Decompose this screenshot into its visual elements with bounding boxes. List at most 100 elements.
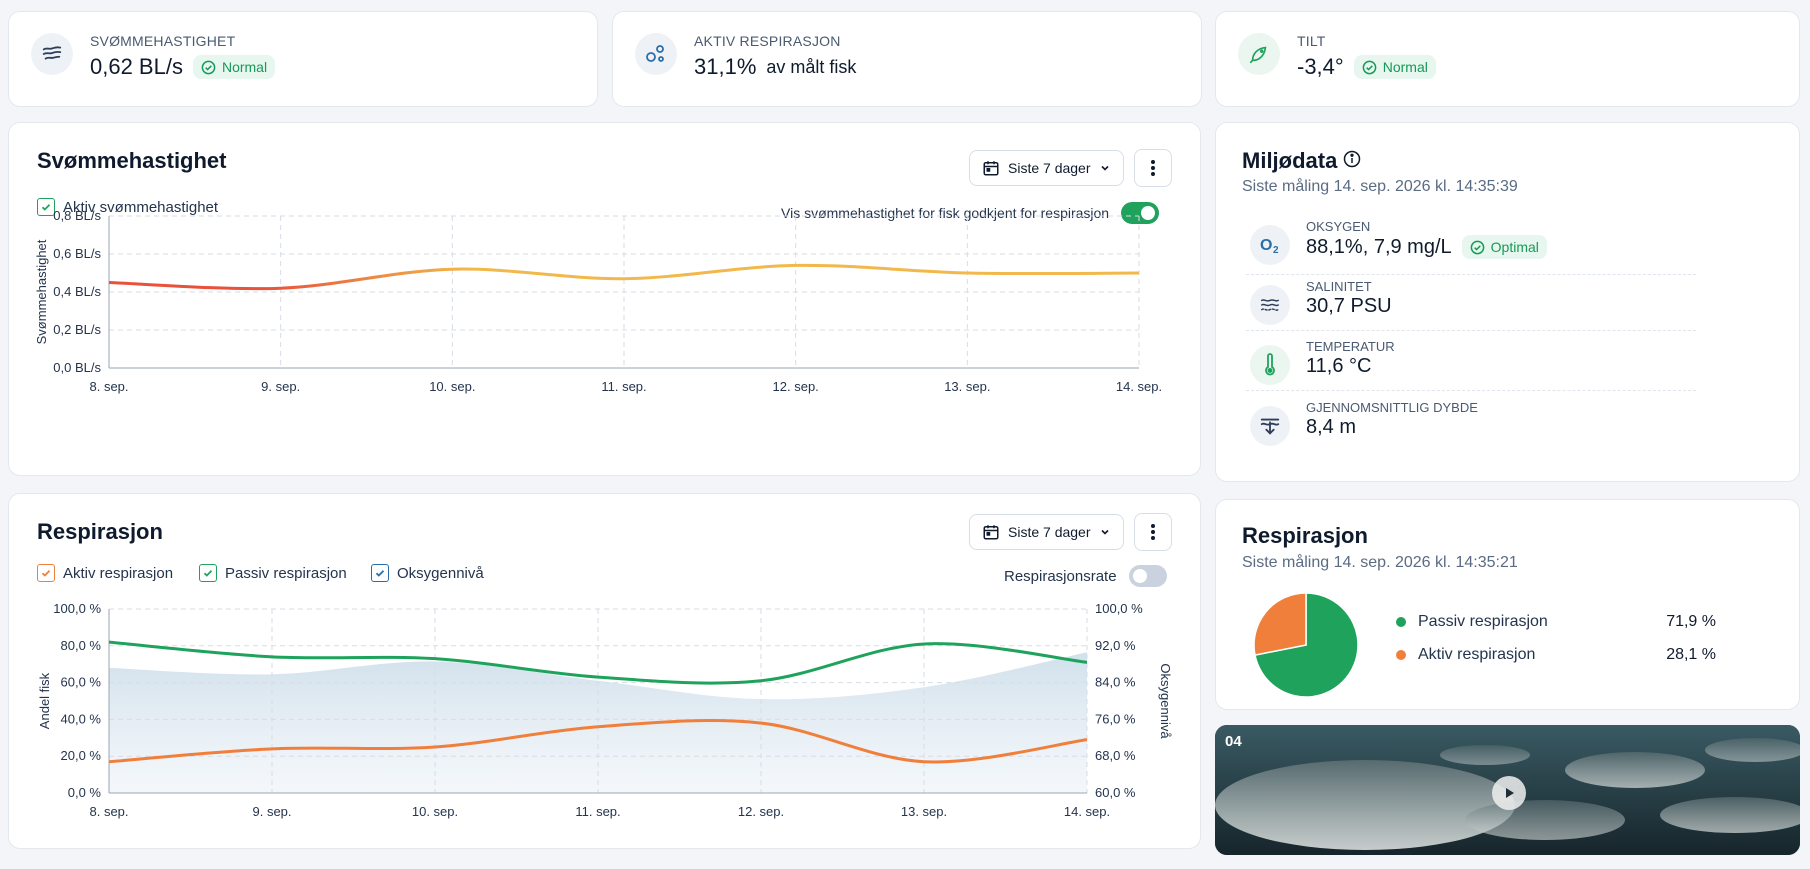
env-value: 11,6 °C [1306,355,1372,377]
kebab-menu-icon [1151,524,1155,540]
legend-value: 28,1 % [1666,646,1716,663]
x-tick-label: 13. sep. [901,804,947,819]
swim-speed-chart: 0,0 BL/s 0,2 BL/s 0,4 BL/s 0,6 BL/s 0,8 BL/s… [34,208,1162,394]
card-title: Respirasjon [37,519,163,544]
series-line-passive-respiration [108,640,1088,685]
status-badge: Normal [192,55,276,79]
series-line-active-swim-speed [108,263,1140,291]
y-tick-label: 0,0 BL/s [53,360,101,375]
env-label: OKSYGEN [1306,219,1371,234]
respiration-pie-chart [1253,592,1359,698]
legend-dot [1396,650,1406,660]
legend-label: Oksygennivå [397,564,484,582]
x-tick-label: 10. sep. [429,379,475,394]
y2-tick-label: 92,0 % [1095,638,1136,653]
x-tick-label: 14. sep. [1116,379,1162,394]
checkbox-icon [37,198,55,216]
x-tick-label: 8. sep. [89,379,128,394]
bubbles-icon [635,33,677,75]
date-range-button[interactable]: Siste 7 dager [969,150,1124,186]
camera-video-thumbnail[interactable]: 04 [1215,725,1800,855]
kpi-label: SVØMMEHASTIGHET [90,33,236,49]
y-tick-label: 20,0 % [61,748,102,763]
date-range-button[interactable]: Siste 7 dager [969,514,1124,550]
y-tick-label: 0,6 BL/s [53,246,101,261]
checkbox-icon [37,564,55,582]
env-label: GJENNOMSNITTLIG DYBDE [1306,400,1478,415]
y-tick-label: 0,4 BL/s [53,284,101,299]
legend-active-swim-speed[interactable]: Aktiv svømmehastighet [37,198,218,216]
y2-tick-label: 76,0 % [1095,711,1136,726]
kpi-value: 0,62 BL/s [90,54,183,79]
env-label: TEMPERATUR [1306,339,1395,354]
x-tick-label: 11. sep. [575,804,620,819]
card-title: Respirasjon [1242,523,1368,548]
checkbox-icon [199,564,217,582]
pie-legend-active: Aktiv respirasjon 28,1 % [1396,646,1716,664]
legend-dot [1396,617,1406,627]
kpi-card-active-respiration: AKTIV RESPIRASJON 31,1% av målt fisk [612,11,1202,107]
y-tick-label: 0,2 BL/s [53,322,101,337]
environment-card: Miljødata Siste måling 14. sep. 2026 kl.… [1215,122,1800,482]
legend-active-respiration[interactable]: Aktiv respirasjon [37,564,173,582]
kpi-unit: av målt fisk [766,56,857,77]
y-tick-label: 40,0 % [61,711,102,726]
series-area-oxygen-level [109,652,1087,793]
y-tick-label: 100,0 % [53,601,101,616]
x-tick-label: 13. sep. [944,379,990,394]
depth-icon [1250,406,1290,446]
legend-oxygen-level[interactable]: Oksygennivå [371,564,484,582]
date-range-label: Siste 7 dager [1008,160,1091,176]
x-tick-label: 9. sep. [261,379,300,394]
env-row-temperature: TEMPERATUR 11,6 °C [1246,339,1696,391]
legend-value: 71,9 % [1666,613,1716,630]
more-options-button[interactable] [1134,149,1172,187]
env-row-salinity: SALINITET 30,7 PSU [1246,279,1696,331]
kpi-label: AKTIV RESPIRASJON [694,33,841,49]
status-badge-label: Optimal [1490,239,1539,255]
env-value: 8,4 m [1306,416,1357,438]
kpi-value: -3,4° [1297,54,1344,79]
card-title: Svømmehastighet [37,148,227,173]
y2-tick-label: 84,0 % [1095,675,1136,690]
kpi-label: TILT [1297,33,1326,49]
toggle-label: Vis svømmehastighet for fisk godkjent fo… [781,205,1110,221]
legend-label: Passiv respirasjon [1418,613,1548,630]
check-circle-icon [201,60,216,74]
y-tick-label: 0,8 BL/s [53,208,101,223]
y2-tick-label: 100,0 % [1095,601,1143,616]
play-button[interactable] [1492,776,1526,810]
chevron-down-icon [1100,165,1109,171]
y-tick-label: 80,0 % [61,638,102,653]
y-tick-label: 0,0 % [68,785,102,800]
date-range-label: Siste 7 dager [1008,524,1091,540]
swim-speed-card: Svømmehastighet Siste 7 dager Aktiv svøm… [8,122,1201,476]
card-title: Miljødata [1242,148,1338,173]
card-subtitle: Siste måling 14. sep. 2026 kl. 14:35:39 [1242,178,1518,195]
info-icon[interactable] [1343,150,1361,168]
env-value: 30,7 PSU [1306,295,1392,317]
y-axis-label: Svømmehastighet [34,239,49,344]
y2-axis-label: Oksygennivå [1158,663,1173,739]
legend-label: Aktiv respirasjon [1418,646,1536,663]
legend-passive-respiration[interactable]: Passiv respirasjon [199,564,347,582]
legend-label: Passiv respirasjon [225,564,347,582]
x-tick-label: 10. sep. [412,804,458,819]
kpi-card-tilt: TILT -3,4° Normal [1215,11,1800,107]
x-tick-label: 9. sep. [252,804,291,819]
check-circle-icon [1470,240,1484,254]
respiration-rate-toggle[interactable] [1128,565,1167,587]
x-tick-label: 12. sep. [738,804,784,819]
more-options-button[interactable] [1134,513,1172,551]
respiration-card: Respirasjon Siste 7 dager Aktiv respiras… [8,493,1201,849]
check-circle-icon [1362,60,1377,74]
kebab-menu-icon [1151,160,1155,176]
respiration-filter-toggle[interactable] [1121,202,1160,224]
env-label: SALINITET [1306,279,1372,294]
y-axis-label: Andel fisk [37,672,52,729]
y-tick-label: 60,0 % [61,675,102,690]
status-badge: Normal [1353,55,1436,79]
checkbox-icon [371,564,389,582]
pie-legend-passive: Passiv respirasjon 71,9 % [1396,613,1716,631]
